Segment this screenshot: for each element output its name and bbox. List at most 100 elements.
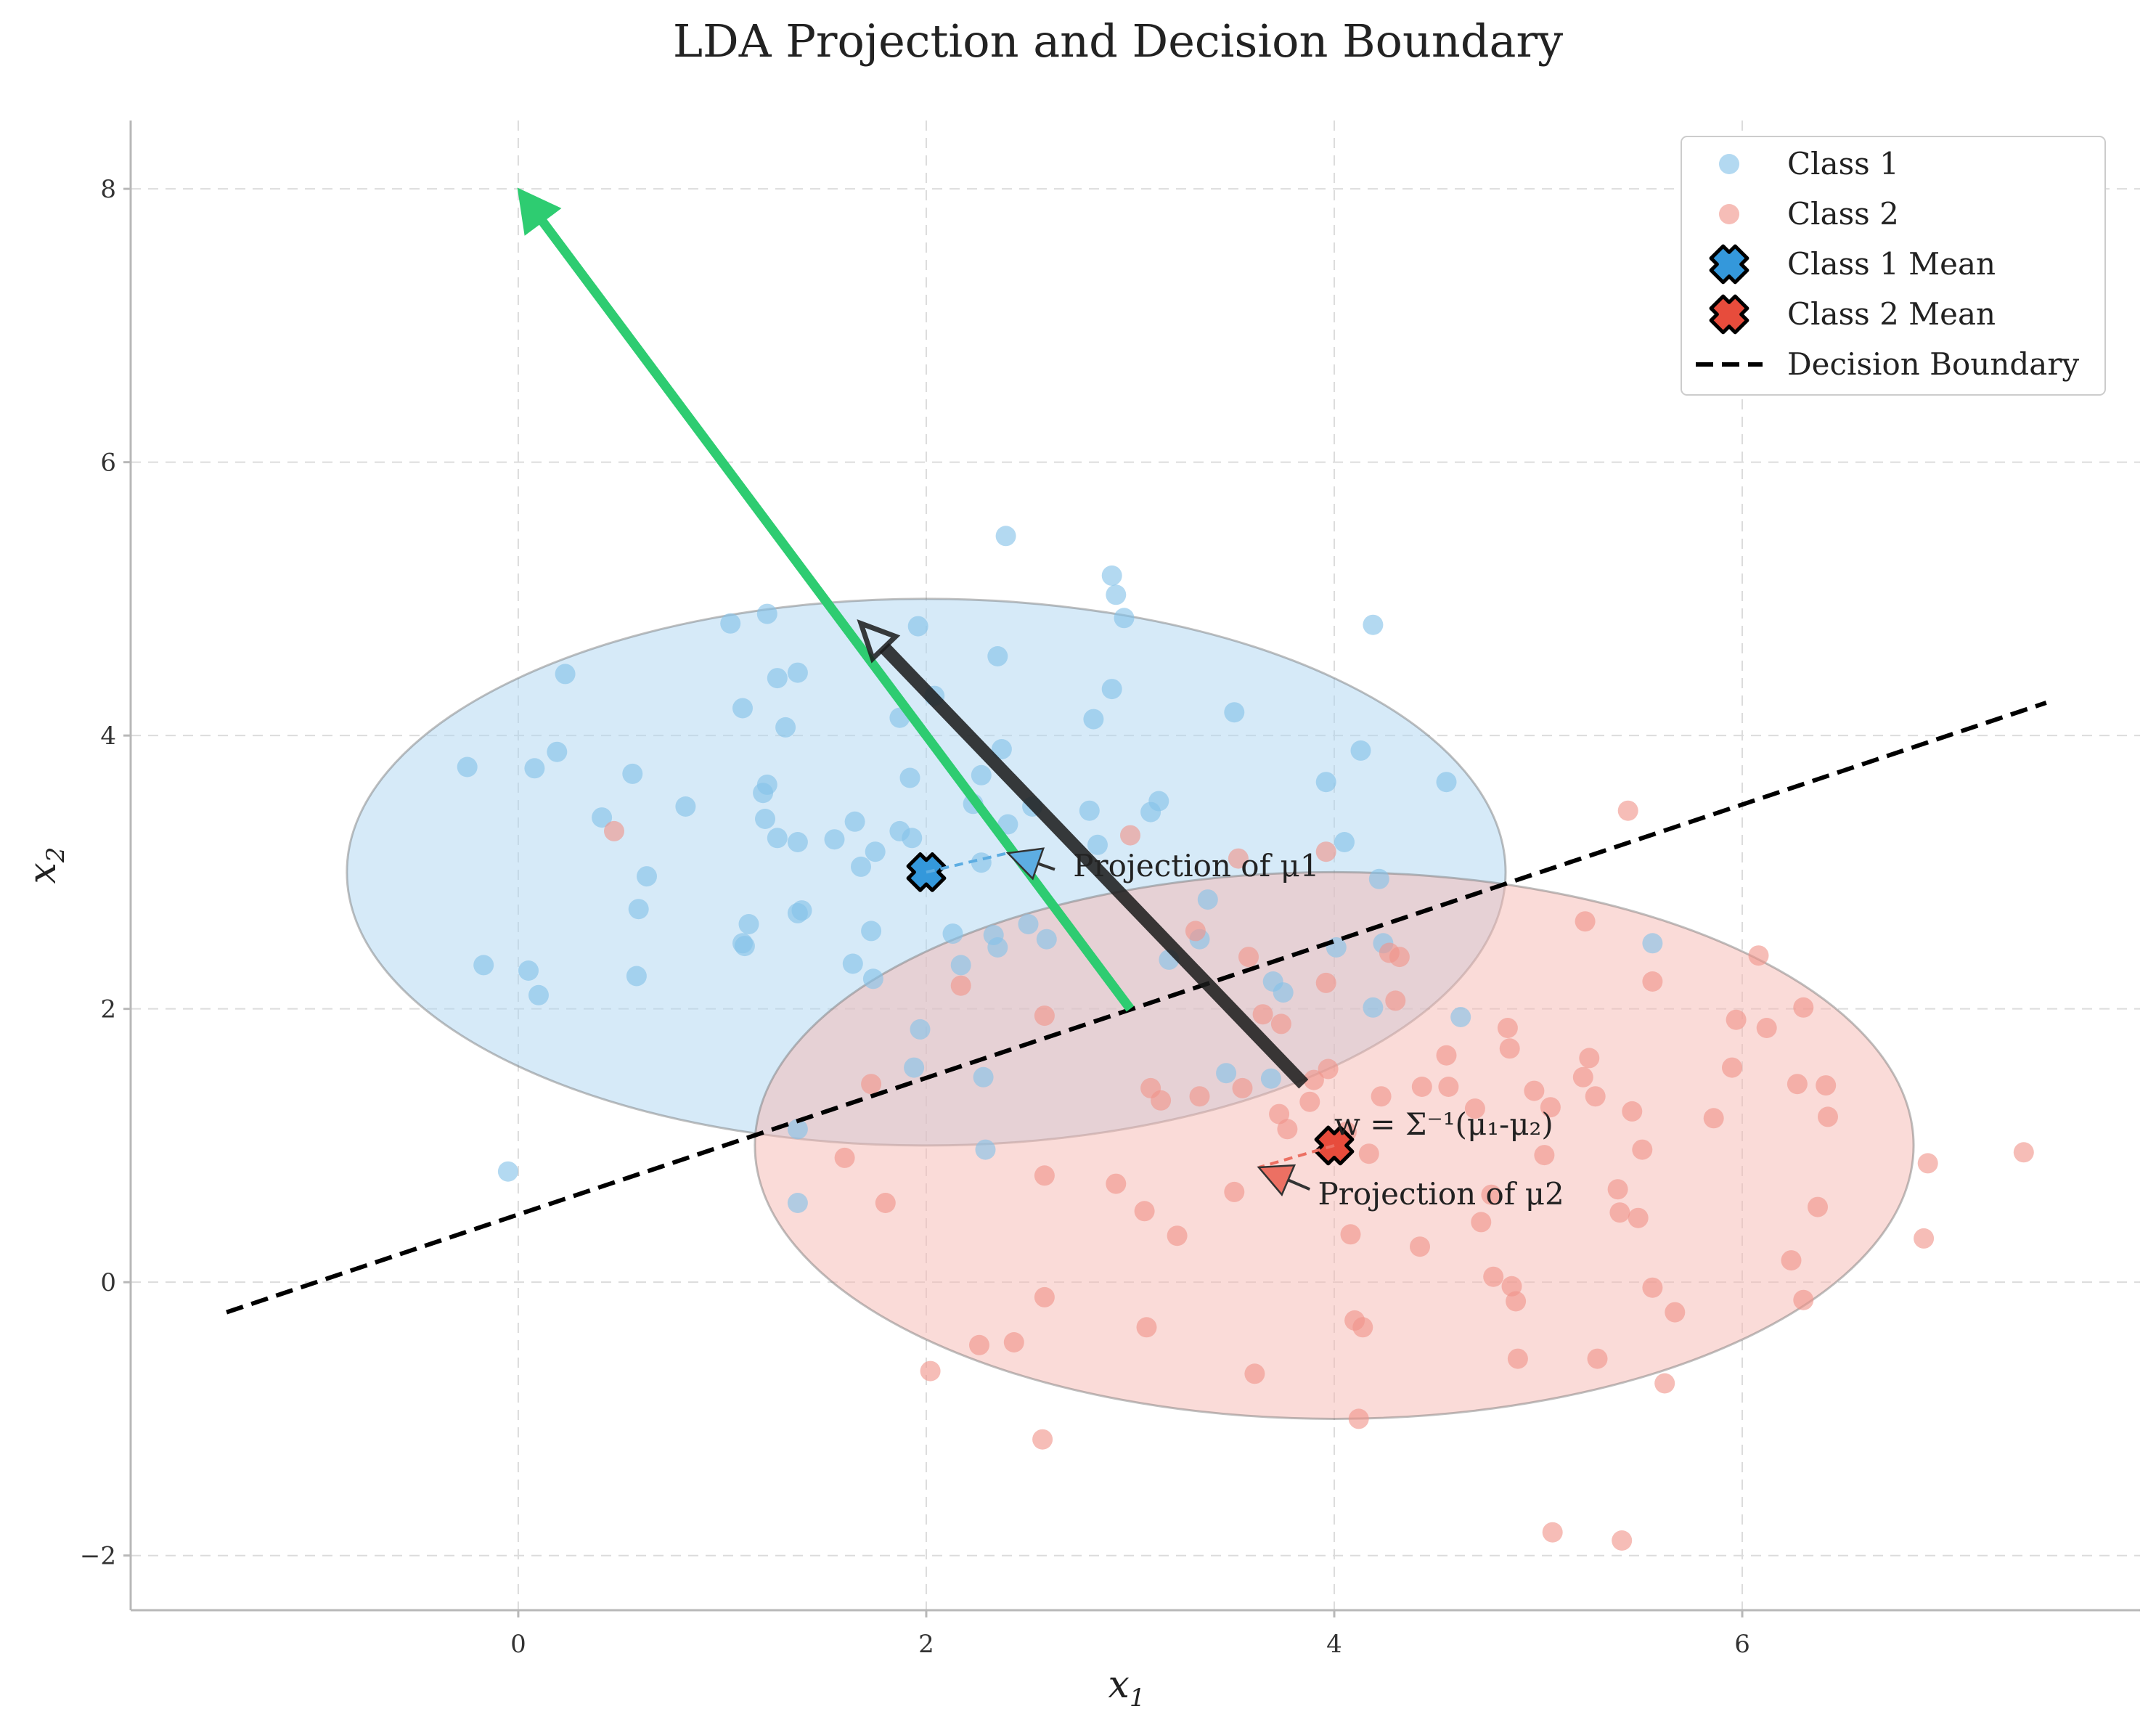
mean-difference-vector-head	[857, 619, 901, 664]
scatter-point	[904, 1057, 925, 1078]
annotation-label-1: Projection of μ1	[1073, 848, 1319, 884]
decision-boundary-line	[226, 701, 2047, 1315]
scatter-point	[787, 832, 808, 852]
scatter-point	[1238, 947, 1259, 968]
scatter-point	[1579, 1048, 1600, 1069]
scatter-point	[1363, 614, 1384, 635]
annotations: Projection of μ1 Projection of μ2 w = Σ⁻¹(…	[926, 847, 1564, 1212]
scatter-point	[834, 1147, 855, 1168]
scatter-point	[1315, 972, 1336, 993]
scatter-point	[1083, 709, 1104, 730]
scatter-point	[861, 921, 882, 942]
scatter-point	[1185, 921, 1206, 942]
mean-difference-vector-shaft	[879, 642, 1309, 1089]
scatter-point	[991, 739, 1012, 759]
class-means	[906, 852, 1355, 1166]
scatter-point	[1524, 1080, 1545, 1101]
scatter-point	[1277, 1119, 1298, 1140]
scatter-point	[1642, 1277, 1663, 1298]
scatter-point	[1642, 933, 1663, 954]
scatter-point	[734, 936, 755, 957]
scatter-point	[675, 796, 696, 817]
scatter-point	[787, 1193, 808, 1213]
scatter-point	[1224, 1181, 1245, 1202]
legend-item-4: Class 2 Mean	[1709, 294, 1996, 335]
scatter-point	[969, 1334, 989, 1355]
scatter-point	[920, 1360, 941, 1382]
scatter-point	[1315, 772, 1336, 793]
scatter-point	[1609, 1202, 1630, 1223]
projection-arrow-2-head	[1257, 1164, 1297, 1196]
scatter-point	[1917, 1153, 1938, 1174]
scatter-point	[1748, 945, 1769, 966]
scatter-point	[755, 809, 775, 829]
scatter-point	[1642, 971, 1663, 992]
scatter-point	[1270, 1013, 1291, 1035]
scatter-point	[1197, 889, 1218, 910]
scatter-point	[1260, 1068, 1281, 1089]
scatter-point	[756, 774, 777, 795]
scatter-point	[1106, 584, 1127, 605]
scatter-point	[787, 902, 808, 923]
scatter-point	[1120, 825, 1140, 846]
x-tick-label: 4	[1326, 1630, 1342, 1659]
scatter-point	[592, 807, 613, 828]
scatter-point	[1654, 1373, 1675, 1394]
scatter-point	[1612, 1530, 1633, 1551]
projection-arrow-2	[1257, 1164, 1311, 1196]
scatter-point	[907, 616, 928, 637]
scatter-point	[1167, 1225, 1188, 1246]
x-axis-label: x1	[1108, 1663, 1146, 1713]
scatter-point	[1101, 679, 1122, 700]
mean-difference-vector	[857, 619, 1309, 1089]
annotation-label-3: w = Σ⁻¹(μ₁-μ₂)	[1334, 1106, 1553, 1142]
scatter-point	[1587, 1348, 1608, 1369]
scatter-point	[1273, 982, 1294, 1003]
scatter-point	[1303, 1069, 1324, 1090]
scatter-point	[995, 526, 1016, 547]
scatter-point	[1389, 947, 1410, 968]
y-axis-label: x2	[21, 847, 70, 884]
scatter-point	[987, 937, 1008, 958]
scatter-point	[1151, 1090, 1172, 1111]
scatter-point	[1136, 1317, 1157, 1338]
scatter-point	[1318, 1058, 1339, 1080]
scatter-point	[971, 852, 992, 873]
x-tick-label: 2	[918, 1630, 934, 1659]
scatter-points	[457, 526, 2034, 1551]
scatter-point	[1464, 1098, 1485, 1119]
scatter-point	[1617, 800, 1638, 821]
y-tick-label: −2	[80, 1542, 116, 1571]
legend-item-1: Class 1	[1719, 146, 1899, 181]
projection-arrow-1-head	[1005, 847, 1045, 881]
scatter-point	[899, 767, 920, 788]
scatter-point	[1385, 990, 1406, 1011]
scatter-point	[1216, 1063, 1237, 1084]
legend-item-5: Decision Boundary	[1696, 346, 2079, 382]
scatter-point	[1607, 1179, 1628, 1200]
annotation-label-2: Projection of μ2	[1318, 1176, 1564, 1212]
scatter-point	[1101, 565, 1122, 586]
scatter-point	[1436, 1045, 1457, 1066]
legend-label-2: Class 2	[1787, 196, 1899, 232]
scatter-point	[862, 968, 883, 989]
decision-boundary-layer	[226, 701, 2047, 1315]
scatter-point	[1032, 1429, 1053, 1450]
scatter-point	[1507, 1348, 1528, 1369]
legend-marker-1	[1719, 154, 1739, 174]
scatter-point	[1483, 1266, 1504, 1287]
scatter-point	[497, 1161, 518, 1182]
scatter-point	[528, 984, 549, 1005]
scatter-point	[1348, 1408, 1369, 1429]
axis-ticks: 0 2 4 6 −2 0 2 4 6 8	[80, 175, 1750, 1659]
scatter-point	[1787, 1074, 1808, 1095]
scatter-point	[732, 698, 753, 719]
scatter-point	[626, 966, 647, 987]
scatter-point	[1622, 1101, 1643, 1122]
scatter-point	[910, 1019, 931, 1040]
scatter-point	[1368, 868, 1389, 889]
scatter-point	[1315, 841, 1336, 862]
scatter-point	[524, 758, 545, 779]
scatter-point	[1793, 997, 1814, 1018]
scatter-point	[1914, 1228, 1935, 1249]
